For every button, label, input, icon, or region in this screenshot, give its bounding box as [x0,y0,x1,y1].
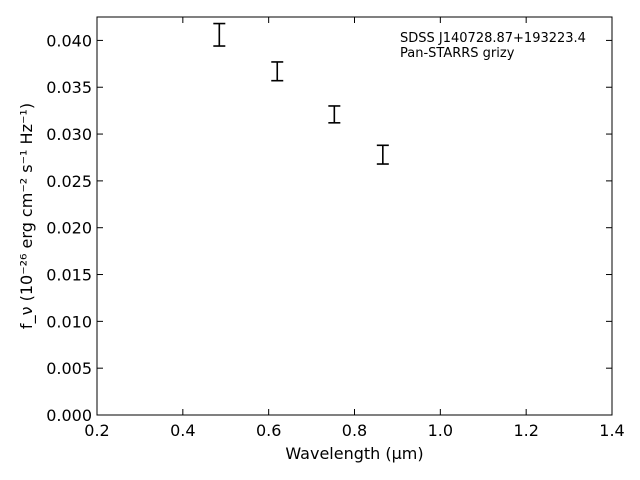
x-tick-label: 1.0 [428,421,453,440]
y-tick-label: 0.040 [46,31,92,50]
annotation-object-name: SDSS J140728.87+193223.4 [400,31,586,46]
x-tick-label: 1.4 [599,421,624,440]
x-tick-label: 0.2 [84,421,109,440]
y-tick-label: 0.025 [46,172,92,191]
x-tick-label: 0.4 [170,421,195,440]
x-tick-label: 0.8 [342,421,367,440]
y-tick-label: 0.010 [46,312,92,331]
y-tick-label: 0.035 [46,78,92,97]
y-tick-label: 0.015 [46,266,92,285]
y-tick-label: 0.020 [46,219,92,238]
plot-frame [96,16,613,416]
error-bar-point [376,144,389,165]
error-bar-point [213,22,226,47]
y-tick-label: 0.030 [46,125,92,144]
error-bar-point [328,105,341,124]
y-axis-label: f_ν (10⁻²⁶ erg cm⁻² s⁻¹ Hz⁻¹) [17,103,37,329]
annotation-survey: Pan-STARRS grizy [400,46,515,61]
x-axis-label: Wavelength (μm) [285,444,423,463]
x-tick-label: 0.6 [256,421,281,440]
y-tick-label: 0.000 [46,406,92,425]
y-axis: 0.000 0.005 0.010 0.015 0.020 0.025 0.030 0.035… [46,31,612,425]
y-tick-label: 0.005 [46,359,92,378]
data-series [213,22,389,165]
error-bar-point [271,61,284,82]
x-tick-label: 1.2 [513,421,538,440]
x-axis: 0.2 0.4 0.6 0.8 1.0 1.2 1.4 [84,17,625,440]
